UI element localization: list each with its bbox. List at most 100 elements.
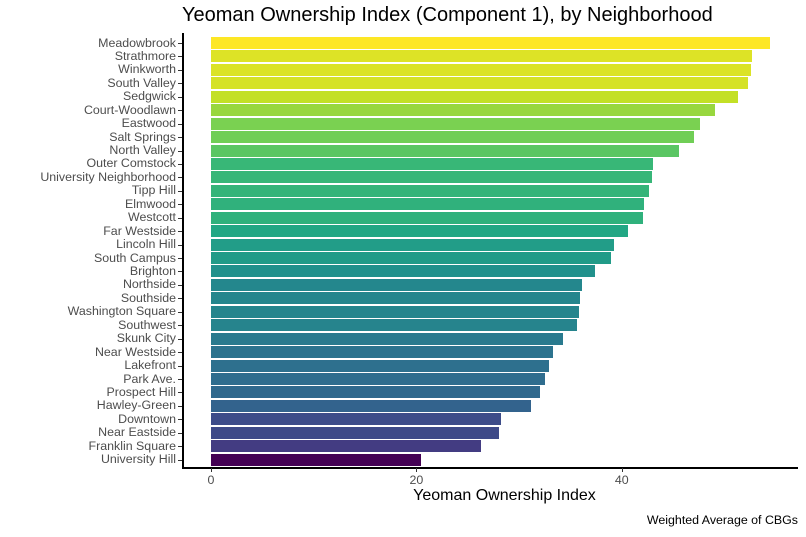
y-tick-mark <box>178 110 182 112</box>
bar <box>211 50 753 63</box>
y-tick-mark <box>178 163 182 165</box>
bar <box>211 117 700 130</box>
y-tick-mark <box>178 123 182 125</box>
bar <box>211 238 614 251</box>
x-tick-mark <box>211 468 212 472</box>
bar <box>211 305 579 318</box>
y-tick-mark <box>178 69 182 71</box>
y-tick-mark <box>178 96 182 98</box>
y-tick-mark <box>178 150 182 152</box>
y-tick-label: Southwest <box>118 317 176 332</box>
y-tick-label: Eastwood <box>121 116 176 131</box>
y-tick-label: North Valley <box>109 143 176 158</box>
y-tick-label: Northside <box>122 277 176 292</box>
bar <box>211 157 653 170</box>
bar <box>211 292 580 305</box>
y-tick-mark <box>178 43 182 44</box>
y-tick-mark <box>178 217 182 219</box>
y-tick-label: Outer Comstock <box>86 156 176 171</box>
bar <box>211 144 680 157</box>
bar <box>211 386 540 399</box>
y-tick-label: Brighton <box>129 263 176 278</box>
y-tick-mark <box>178 298 182 300</box>
y-tick-mark <box>178 284 182 286</box>
bar <box>211 225 628 238</box>
y-tick-label: Skunk City <box>116 331 176 346</box>
bar <box>211 278 582 291</box>
bar <box>211 77 749 90</box>
chart-caption: Weighted Average of CBGs <box>646 513 798 527</box>
x-tick-label: 40 <box>614 473 629 487</box>
y-tick-label: Salt Springs <box>109 129 176 144</box>
x-tick-label: 0 <box>207 473 215 487</box>
y-tick-label: Prospect Hill <box>106 384 176 399</box>
y-tick-label: Court-Woodlawn <box>83 102 176 117</box>
bar <box>211 184 649 197</box>
y-tick-label: Lincoln Hill <box>116 237 176 252</box>
x-tick-mark <box>416 468 418 472</box>
x-axis-title: Yeoman Ownership Index <box>413 487 596 504</box>
y-tick-label: Hawley-Green <box>96 398 176 413</box>
y-tick-mark <box>178 137 182 139</box>
bar <box>211 413 501 426</box>
y-tick-mark <box>178 352 182 354</box>
y-tick-mark <box>178 177 182 179</box>
bar <box>211 332 564 345</box>
y-tick-label: University Neighborhood <box>40 169 176 184</box>
y-tick-mark <box>178 83 182 85</box>
y-tick-mark <box>178 258 182 260</box>
chart-title: Yeoman Ownership Index (Component 1), by… <box>182 4 713 26</box>
y-tick-label: South Valley <box>107 75 176 90</box>
bar <box>211 90 738 103</box>
y-tick-label: Winkworth <box>118 62 176 77</box>
bar <box>211 440 482 453</box>
bar <box>211 346 553 359</box>
bar <box>211 131 694 144</box>
bar <box>211 453 421 466</box>
bar <box>211 104 716 117</box>
bar <box>211 265 596 278</box>
y-tick-mark <box>178 432 182 434</box>
y-tick-label: Sedgwick <box>122 89 176 104</box>
y-tick-label: South Campus <box>94 250 176 265</box>
bar <box>211 373 545 385</box>
y-axis-line <box>182 33 184 468</box>
y-tick-label: Near Eastside <box>98 425 176 440</box>
y-tick-label: University Hill <box>100 452 176 467</box>
bar <box>211 198 645 211</box>
y-tick-label: Southside <box>120 290 176 305</box>
y-tick-mark <box>178 379 182 380</box>
y-tick-label: Park Ave. <box>123 371 176 386</box>
bar <box>211 63 752 76</box>
y-tick-mark <box>178 56 182 58</box>
bar <box>211 37 770 49</box>
y-tick-label: Westcott <box>128 210 176 225</box>
y-tick-mark <box>178 392 182 394</box>
y-tick-mark <box>178 325 182 327</box>
x-axis-line <box>182 467 798 469</box>
y-tick-mark <box>178 204 182 206</box>
x-tick-mark <box>621 468 623 472</box>
bar <box>211 359 549 372</box>
y-tick-label: Far Westside <box>103 223 176 238</box>
y-tick-mark <box>178 405 182 407</box>
y-tick-mark <box>178 365 182 367</box>
y-tick-mark <box>178 338 182 340</box>
y-tick-label: Elmwood <box>125 196 176 211</box>
y-tick-mark <box>178 311 182 313</box>
y-tick-label: Franklin Square <box>88 438 176 453</box>
y-tick-label: Tipp Hill <box>131 183 176 198</box>
y-tick-label: Meadowbrook <box>98 35 176 50</box>
y-tick-label: Downtown <box>118 411 176 426</box>
y-tick-mark <box>178 244 182 246</box>
bar <box>211 171 652 184</box>
y-tick-mark <box>178 459 182 461</box>
y-tick-label: Strathmore <box>114 48 176 63</box>
y-tick-mark <box>178 446 182 448</box>
y-tick-mark <box>178 190 182 192</box>
bar <box>211 252 611 265</box>
bar <box>211 211 644 224</box>
y-tick-mark <box>178 231 182 233</box>
y-tick-label: Lakefront <box>124 358 176 373</box>
